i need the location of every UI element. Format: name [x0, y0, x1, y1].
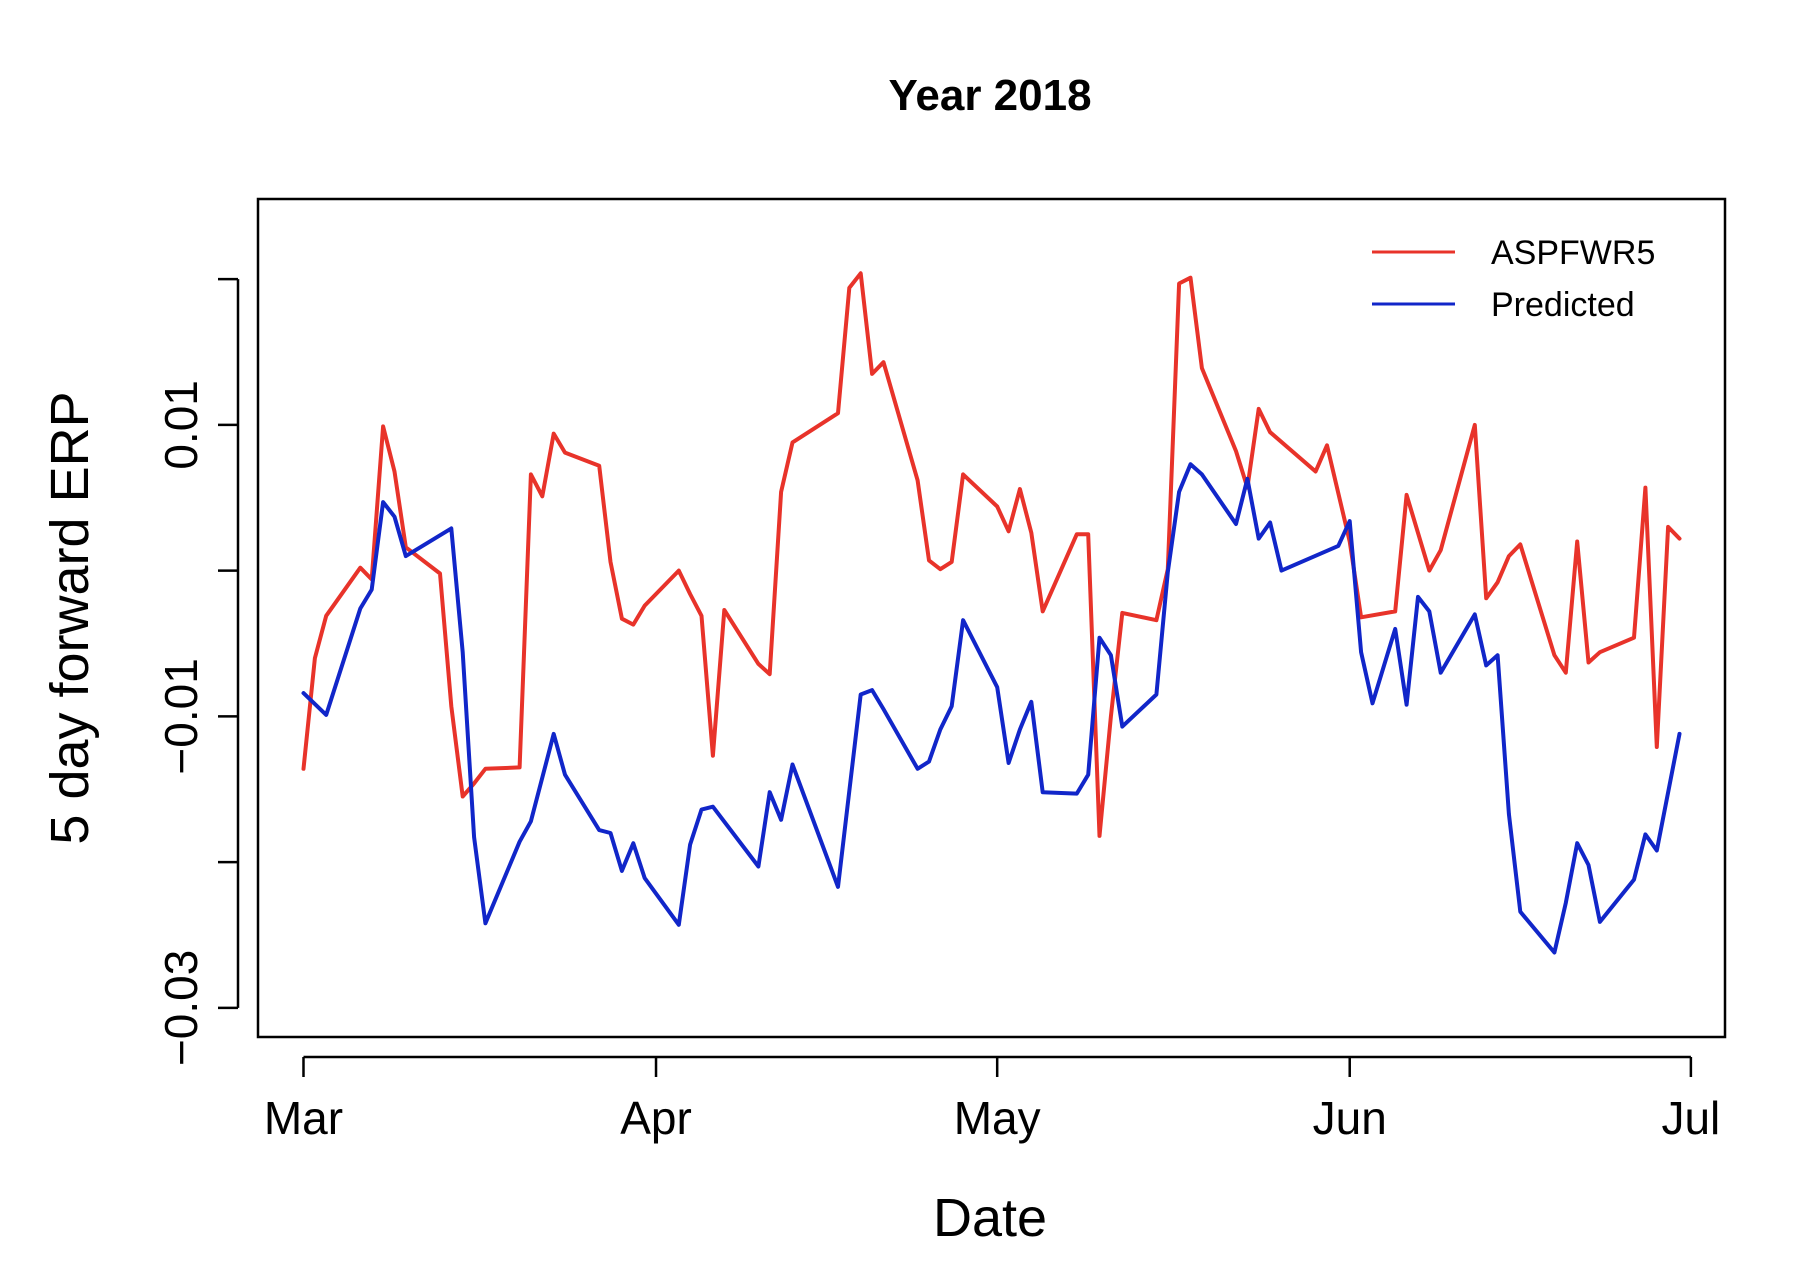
- y-tick-label: −0.01: [155, 658, 207, 774]
- x-tick-label: Jul: [1661, 1092, 1720, 1144]
- plot-area-frame: [256, 197, 1727, 1039]
- y-tick-label: 0.01: [155, 380, 207, 470]
- legend: ASPFWR5 Predicted: [1372, 234, 1655, 324]
- x-axis-label: Date: [933, 1188, 1047, 1248]
- x-axis: Mar Apr May Jun Jul: [264, 1055, 1720, 1144]
- legend-label-predicted: Predicted: [1491, 286, 1635, 324]
- x-tick-label: Jun: [1313, 1092, 1387, 1144]
- chart-title: Year 2018: [888, 71, 1091, 120]
- x-tick-label: May: [954, 1092, 1041, 1144]
- series-layer: [301, 271, 1682, 955]
- y-axis: −0.03 −0.01 0.01: [155, 277, 240, 1066]
- y-axis-label: 5 day forward ERP: [40, 391, 100, 844]
- series-line-predicted: [301, 462, 1682, 955]
- y-tick-label: −0.03: [155, 950, 207, 1066]
- series-line-aspfwr5: [301, 271, 1682, 838]
- x-tick-label: Mar: [264, 1092, 343, 1144]
- x-tick-label: Apr: [620, 1092, 692, 1144]
- legend-label-aspfwr5: ASPFWR5: [1491, 234, 1655, 272]
